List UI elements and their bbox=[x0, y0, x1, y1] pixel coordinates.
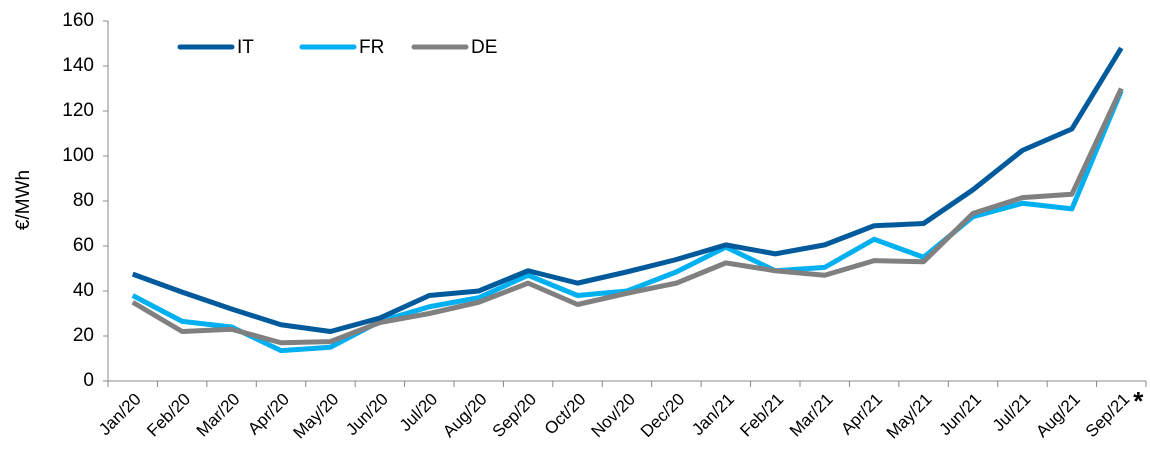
y-tick-label: 60 bbox=[73, 235, 94, 256]
y-tick-label: 140 bbox=[62, 55, 94, 76]
x-tick-label: Jun/20 bbox=[342, 390, 392, 440]
y-tick-label: 20 bbox=[73, 325, 94, 346]
x-tick-label: Aug/21 bbox=[1032, 390, 1084, 442]
x-tick-label: Oct/20 bbox=[541, 390, 590, 439]
y-axis-label: €/MWh bbox=[13, 170, 34, 230]
series-line bbox=[131, 89, 1124, 354]
x-tick-label: Jul/20 bbox=[396, 390, 442, 436]
x-tick-label: Feb/21 bbox=[736, 390, 787, 441]
x-tick-label: Jan/20 bbox=[95, 390, 145, 440]
legend-label: DE bbox=[471, 37, 497, 58]
x-tick-label: Nov/20 bbox=[587, 390, 639, 442]
y-tick-label: 40 bbox=[73, 280, 94, 301]
y-tick-label: 80 bbox=[73, 190, 94, 211]
y-tick-label: 100 bbox=[62, 145, 94, 166]
x-tick-label: Apr/21 bbox=[837, 390, 886, 439]
footnote-mark: * bbox=[1133, 386, 1144, 416]
x-tick-label: May/20 bbox=[290, 390, 343, 443]
x-tick-label: Sep/20 bbox=[489, 390, 541, 442]
x-tick-label: Apr/20 bbox=[244, 390, 293, 439]
y-tick-label: 120 bbox=[62, 100, 94, 121]
x-tick-label: Mar/20 bbox=[193, 390, 244, 441]
x-tick-label: May/21 bbox=[883, 390, 936, 443]
legend-label: FR bbox=[359, 37, 384, 58]
x-tick-label: Feb/20 bbox=[143, 390, 194, 441]
x-tick-label: Mar/21 bbox=[786, 390, 837, 441]
legend-label: IT bbox=[237, 37, 254, 58]
x-tick-label: Sep/21 bbox=[1082, 390, 1134, 442]
x-tick-label: Dec/20 bbox=[637, 390, 689, 442]
series-line bbox=[131, 46, 1124, 334]
x-tick-label: Jul/21 bbox=[989, 390, 1035, 436]
y-tick-label: 0 bbox=[83, 370, 94, 391]
y-tick-label: 160 bbox=[62, 10, 94, 31]
series-line bbox=[131, 87, 1124, 346]
x-tick-label: Jun/21 bbox=[935, 390, 985, 440]
x-tick-label: Jan/21 bbox=[688, 390, 738, 440]
x-tick-label: Aug/20 bbox=[439, 390, 491, 442]
